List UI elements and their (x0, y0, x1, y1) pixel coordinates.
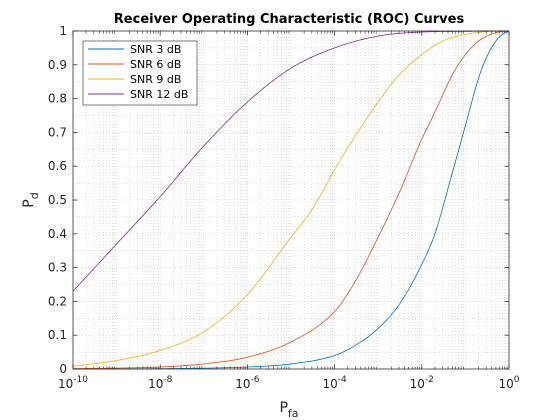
grid (72, 30, 510, 370)
legend-label: SNR 3 dB (130, 43, 181, 56)
y-tick-label: 0.5 (48, 193, 67, 207)
y-tick-label: 0.4 (48, 227, 67, 241)
y-tick-label: 0.3 (48, 261, 67, 275)
legend-label: SNR 6 dB (130, 58, 181, 71)
tick-labels: 10-10 10-8 10-6 10-4 10-2 100 0 0.1 0.2 0.3 0.4 0.5… (48, 24, 520, 391)
y-axis-label: Pd (21, 192, 41, 207)
legend: SNR 3 dB SNR 6 dB SNR 9 dB SNR 12 dB (82, 40, 198, 106)
y-tick-label: 0.9 (48, 58, 67, 72)
x-tick-label: 100 (498, 375, 519, 391)
y-tick-label: 0.6 (48, 159, 67, 173)
ticks (72, 30, 510, 370)
x-tick-label: 10-6 (235, 375, 260, 391)
y-tick-label: 0.7 (48, 125, 67, 139)
x-tick-label: 10-2 (410, 375, 434, 391)
series-line-2 (72, 30, 510, 370)
x-tick-label: 10-4 (322, 375, 347, 391)
series-line-3 (72, 30, 510, 367)
y-tick-label: 0.2 (48, 294, 67, 308)
legend-label: SNR 9 dB (130, 73, 181, 86)
chart-title: Receiver Operating Characteristic (ROC) … (114, 12, 465, 27)
y-tick-label: 0 (59, 362, 67, 376)
series-line-4 (72, 30, 510, 292)
legend-label: SNR 12 dB (130, 88, 188, 101)
x-axis-label: Pfa (279, 400, 298, 420)
y-tick-label: 1 (59, 24, 67, 38)
x-tick-label: 10-8 (148, 375, 173, 391)
y-tick-label: 0.1 (48, 328, 67, 342)
y-tick-label: 0.8 (48, 92, 67, 106)
x-tick-label: 10-10 (58, 375, 88, 391)
